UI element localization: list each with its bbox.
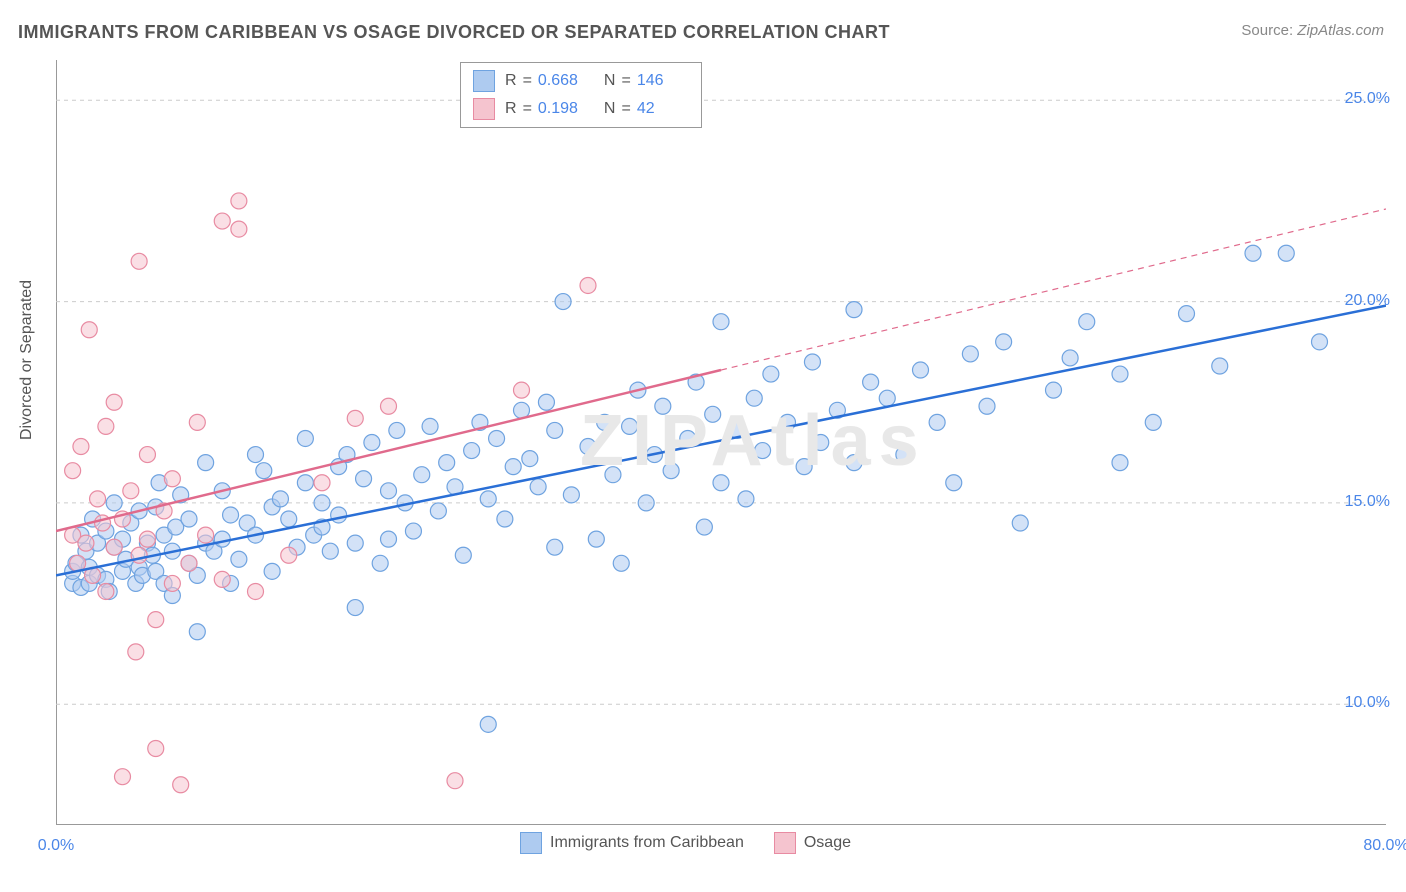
legend-stats-row: R = 0.668 N = 146 bbox=[473, 69, 689, 93]
legend-n-value: 42 bbox=[637, 100, 689, 118]
equals-sign: = bbox=[523, 100, 532, 118]
scatter-plot bbox=[56, 60, 1386, 825]
equals-sign: = bbox=[621, 100, 630, 118]
legend-swatch bbox=[473, 70, 495, 92]
legend-stats-row: R = 0.198 N = 42 bbox=[473, 97, 689, 121]
legend-stats: R = 0.668 N = 146 R = 0.198 N = 42 bbox=[460, 62, 702, 128]
legend-label: Immigrants from Caribbean bbox=[550, 834, 744, 852]
y-axis-title: Divorced or Separated bbox=[18, 280, 36, 440]
legend-swatch bbox=[774, 832, 796, 854]
equals-sign: = bbox=[621, 72, 630, 90]
legend-swatch bbox=[473, 98, 495, 120]
legend-swatch bbox=[520, 832, 542, 854]
y-tick-label: 10.0% bbox=[1330, 694, 1390, 712]
chart-title: IMMIGRANTS FROM CARIBBEAN VS OSAGE DIVOR… bbox=[18, 22, 890, 43]
equals-sign: = bbox=[523, 72, 532, 90]
legend-item: Immigrants from Caribbean bbox=[520, 832, 744, 854]
legend-n-label: N bbox=[604, 72, 616, 90]
legend-r-value: 0.668 bbox=[538, 72, 590, 90]
y-tick-label: 20.0% bbox=[1330, 292, 1390, 310]
y-tick-label: 15.0% bbox=[1330, 493, 1390, 511]
legend-label: Osage bbox=[804, 834, 851, 852]
source-credit: Source: ZipAtlas.com bbox=[1241, 22, 1384, 39]
legend-item: Osage bbox=[774, 832, 851, 854]
legend-series: Immigrants from Caribbean Osage bbox=[520, 832, 881, 854]
x-tick-label: 0.0% bbox=[26, 837, 86, 855]
x-tick-label: 80.0% bbox=[1356, 837, 1406, 855]
source-value: ZipAtlas.com bbox=[1297, 22, 1384, 39]
legend-n-value: 146 bbox=[637, 72, 689, 90]
legend-r-value: 0.198 bbox=[538, 100, 590, 118]
legend-r-label: R bbox=[505, 100, 517, 118]
source-label: Source: bbox=[1241, 22, 1293, 39]
y-tick-label: 25.0% bbox=[1330, 90, 1390, 108]
chart-container: IMMIGRANTS FROM CARIBBEAN VS OSAGE DIVOR… bbox=[0, 0, 1406, 892]
legend-n-label: N bbox=[604, 100, 616, 118]
legend-r-label: R bbox=[505, 72, 517, 90]
